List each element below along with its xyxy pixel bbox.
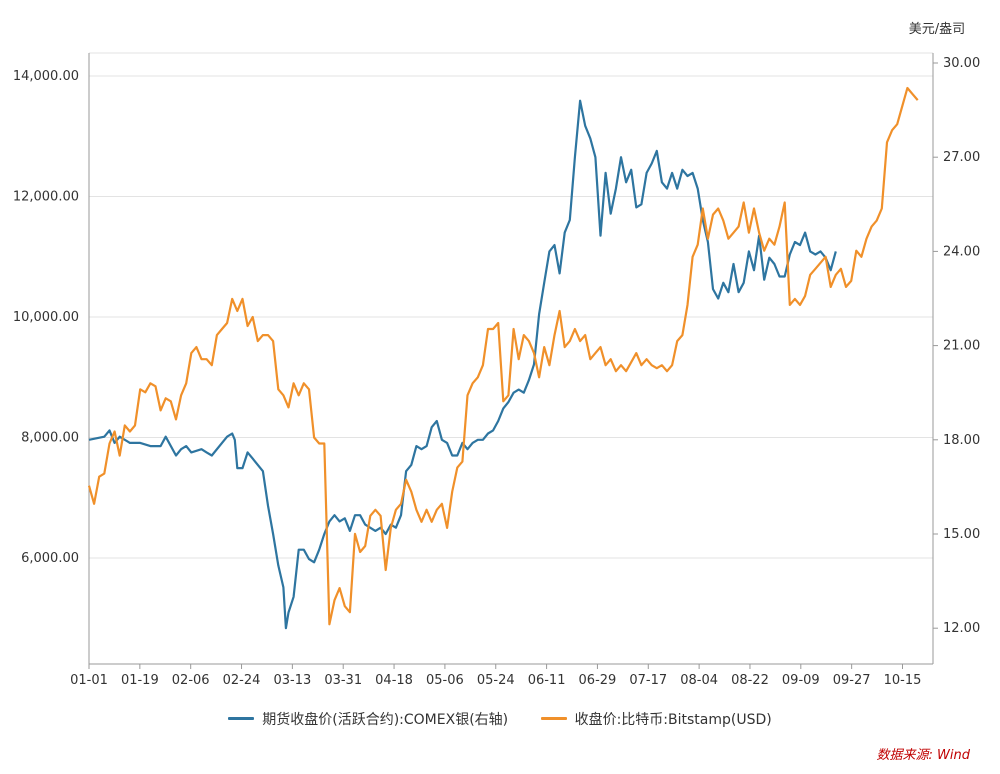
x-tick-label: 06-29 xyxy=(579,673,617,688)
x-tick-label: 09-09 xyxy=(782,673,820,688)
legend-label-bitcoin: 收盘价:比特币:Bitstamp(USD) xyxy=(574,711,772,728)
x-tick-label: 05-06 xyxy=(426,673,464,688)
left-tick-label: 6,000.00 xyxy=(21,551,79,566)
x-tick-label: 04-18 xyxy=(375,673,413,688)
series-line-silver xyxy=(88,99,837,630)
right-axis-unit: 美元/盎司 xyxy=(909,22,965,37)
x-tick-label: 05-24 xyxy=(477,673,515,688)
legend-item-bitcoin[interactable]: 收盘价:比特币:Bitstamp(USD) xyxy=(540,709,772,729)
series-layer xyxy=(87,86,919,630)
x-tick-label: 10-15 xyxy=(884,673,922,688)
right-tick-label: 24.00 xyxy=(943,244,980,259)
legend-item-silver[interactable]: 期货收盘价(活跃合约):COMEX银(右轴) xyxy=(228,709,508,729)
right-tick-label: 12.00 xyxy=(943,621,980,636)
right-tick-label: 18.00 xyxy=(943,433,980,448)
source-note: 数据来源: Wind xyxy=(876,748,970,763)
right-tick-label: 27.00 xyxy=(943,150,980,165)
legend-swatch-bitcoin xyxy=(540,717,567,720)
legend-swatch-silver xyxy=(228,717,255,720)
x-tick-label: 09-27 xyxy=(833,673,871,688)
legend-label-silver: 期货收盘价(活跃合约):COMEX银(右轴) xyxy=(262,711,509,728)
x-tick-label: 03-31 xyxy=(324,673,362,688)
x-tick-label: 02-06 xyxy=(172,673,210,688)
x-tick-label: 01-01 xyxy=(70,673,108,688)
tick-labels: 6,000.00 8,000.00 10,000.00 12,000.00 14,000… xyxy=(13,22,980,688)
right-tick-label: 21.00 xyxy=(943,339,980,354)
right-tick-label: 30.00 xyxy=(943,56,980,71)
gridlines xyxy=(89,52,933,559)
left-tick-label: 14,000.00 xyxy=(13,69,79,84)
x-tick-label: 03-13 xyxy=(273,673,311,688)
left-tick-label: 10,000.00 xyxy=(13,310,79,325)
x-tick-label: 08-22 xyxy=(731,673,769,688)
x-tick-label: 02-24 xyxy=(223,673,261,688)
right-tick-label: 15.00 xyxy=(943,527,980,542)
series-line-bitcoin xyxy=(87,86,919,626)
x-tick-label: 01-19 xyxy=(121,673,159,688)
axes xyxy=(88,53,938,669)
x-tick-label: 06-11 xyxy=(528,673,566,688)
left-tick-label: 8,000.00 xyxy=(21,431,79,446)
x-tick-label: 08-04 xyxy=(680,673,718,688)
x-tick-label: 07-17 xyxy=(629,673,667,688)
legend: 期货收盘价(活跃合约):COMEX银(右轴) 收盘价:比特币:Bitstamp(… xyxy=(0,708,1000,729)
left-tick-label: 12,000.00 xyxy=(13,190,79,205)
